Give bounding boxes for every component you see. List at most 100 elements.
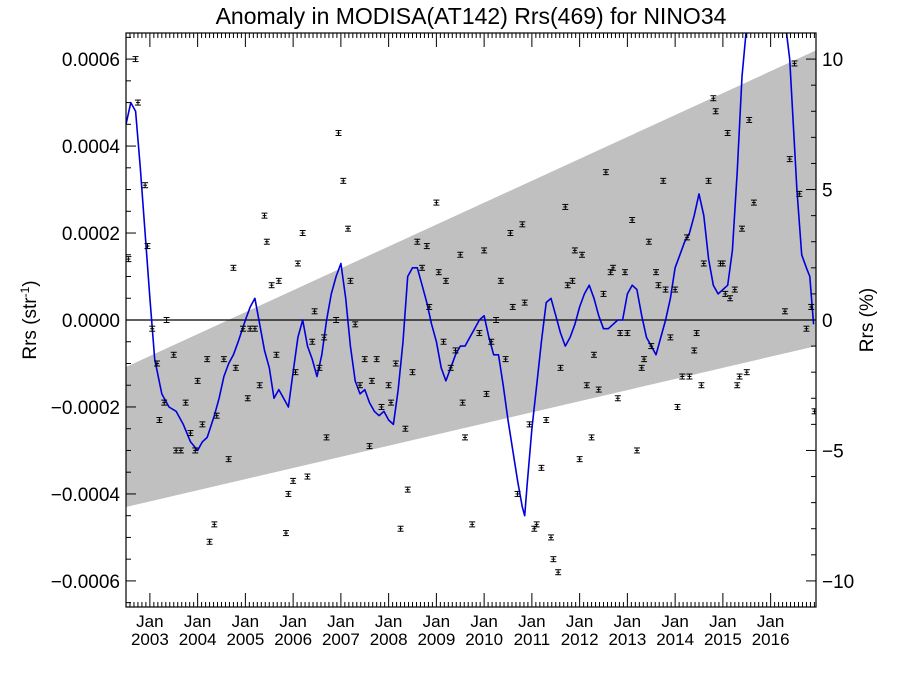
data-point [211,521,218,528]
data-point [356,382,363,389]
data-point [514,490,521,497]
data-point [796,190,803,197]
data-point [538,464,545,471]
data-point [509,303,516,310]
data-point [426,303,433,310]
x-tick-month-label: Jan [518,612,545,631]
data-point [693,330,700,337]
data-point [557,364,564,371]
data-point [345,225,352,232]
data-point [230,264,237,271]
data-point [154,360,161,367]
data-point [414,238,421,245]
data-point [170,351,177,358]
x-tick-month-label: Jan [470,612,497,631]
data-point [378,403,385,410]
data-point [808,303,815,310]
x-tick-year-label: 2007 [322,630,360,649]
left-tick-label: −0.0006 [51,572,120,593]
data-point [481,247,488,254]
data-point [638,364,645,371]
data-point [368,377,375,384]
data-point [187,430,194,437]
data-point [333,317,340,323]
data-point [507,230,514,237]
data-point [144,243,151,250]
data-point [483,390,490,397]
data-point [595,386,602,393]
data-point [142,182,149,189]
data-point [488,338,495,345]
data-point [134,99,141,106]
data-point [624,330,631,337]
data-point [433,199,440,206]
data-point [292,369,299,376]
data-point [256,382,263,389]
data-point [583,382,590,389]
data-point [239,325,246,332]
data-point [750,199,757,206]
x-tick-month-label: Jan [566,612,593,631]
data-point [423,243,430,250]
data-point [674,403,681,410]
data-point [791,60,798,67]
x-tick-year-label: 2010 [465,630,503,649]
left-tick-label: 0.0002 [62,224,120,245]
right-tick-label: 0 [822,311,833,332]
data-point [402,425,409,432]
left-axis: 0.0006 0.0004 0.0002 0.0000 −0.0002 −0.0004 −0… [51,36,136,604]
data-point [705,177,712,184]
data-points [126,56,816,576]
left-axis-label: Rrs (str-1) [18,280,41,359]
data-point [691,347,698,354]
chart-title: Anomaly in MODISA(AT142) Rrs(469) for NI… [216,3,727,29]
data-point [543,417,550,424]
data-point [738,225,745,232]
data-point [452,347,459,354]
data-point [576,456,583,463]
right-axis: 10 5 0 −5 −10 [806,32,854,608]
data-point [502,356,509,363]
data-point [590,351,597,358]
data-point [182,399,189,406]
data-point [225,456,232,463]
data-point [497,277,504,284]
data-point [610,264,617,271]
data-point [352,321,359,328]
data-point [547,534,554,541]
data-point [409,369,416,376]
data-point [149,325,156,332]
data-point [192,447,199,454]
data-point [435,269,442,276]
data-point [126,256,132,263]
data-point [199,421,206,428]
data-point [299,230,306,237]
data-point [564,282,571,289]
data-point [213,412,220,419]
x-tick-year-label: 2006 [274,630,312,649]
data-point [781,308,788,315]
x-tick-month-label: Jan [184,612,211,631]
data-point [521,299,528,306]
uncertainty-band [126,50,816,507]
left-tick-label: 0.0000 [62,311,120,332]
right-axis-label: Rrs (%) [857,288,878,352]
data-point [321,334,328,341]
data-point [555,569,562,576]
data-point [161,399,168,406]
data-point [340,177,347,184]
data-point [447,364,454,371]
data-point [526,421,533,428]
data-point [571,247,578,254]
data-point [163,317,170,323]
data-point [261,212,268,219]
x-tick-year-label: 2014 [656,630,694,649]
x-tick-year-label: 2003 [131,630,169,649]
data-point [621,269,628,276]
data-point [316,364,323,371]
data-point [672,286,679,293]
data-point [743,369,750,376]
data-point [263,238,270,245]
data-point [309,338,316,345]
